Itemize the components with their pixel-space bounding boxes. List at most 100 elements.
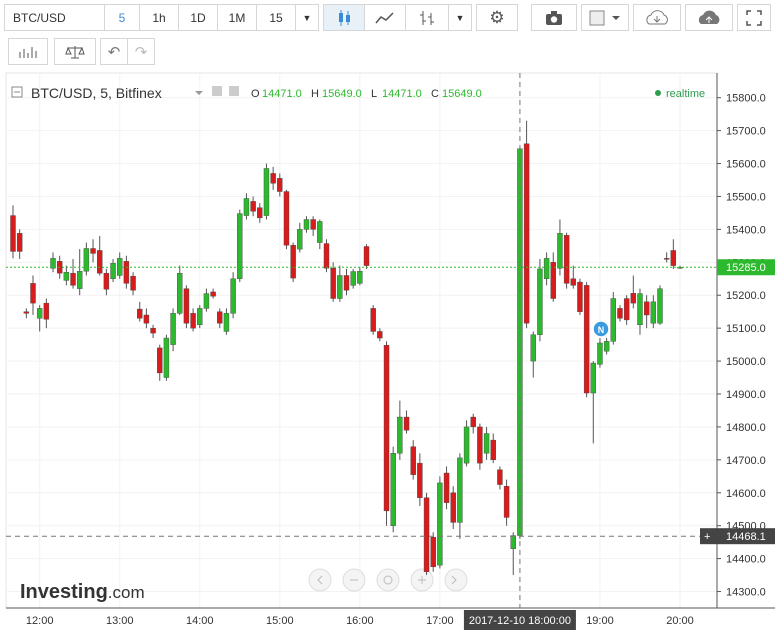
candle-body [83, 248, 90, 272]
candle-body [597, 342, 603, 365]
candle-body [197, 308, 203, 326]
icon [420, 10, 434, 25]
icon [65, 45, 85, 58]
candle-body [110, 263, 116, 279]
settings-button[interactable]: ⚙ [476, 4, 518, 31]
y-tick-label: 15400.0 [726, 224, 766, 236]
scroll-left-button[interactable] [308, 568, 332, 592]
eye-icon[interactable] [212, 86, 222, 96]
legend-label: O [251, 88, 260, 100]
dropdown-button[interactable]: ▼ [448, 4, 472, 31]
candle-body [390, 453, 396, 526]
candle-body [483, 433, 490, 454]
legend-label: L [371, 88, 377, 100]
save-button[interactable] [685, 4, 733, 31]
news-marker[interactable] [592, 320, 610, 338]
candle-body [583, 285, 590, 394]
candle-body [323, 243, 330, 269]
crosshair-plus: + [704, 531, 710, 543]
candle-body [290, 244, 296, 279]
x-tick-label: 14:00 [186, 615, 214, 627]
icon [589, 10, 620, 25]
reset-button[interactable] [376, 568, 400, 592]
candle-body [450, 492, 456, 523]
interval-button[interactable]: 1M [217, 4, 257, 31]
candle-body [623, 298, 630, 321]
legend-label: C [431, 88, 439, 100]
candle-body [590, 362, 596, 394]
watermark-brand-text: Investing [20, 581, 108, 603]
icon [746, 9, 762, 26]
toolbar: BTC/USD 5 1h 1D 1M 15 ▼ ▼ ⚙ ↶ ↷ [0, 0, 775, 72]
candle-body [217, 311, 223, 324]
candle-body [403, 416, 410, 431]
candle-body [283, 191, 290, 246]
y-tick-label: 15500.0 [726, 191, 766, 203]
candle-body [423, 497, 430, 572]
candle-body [550, 262, 556, 299]
candle-body [383, 345, 390, 512]
candle-body [603, 341, 610, 352]
y-tick-label: 14900.0 [726, 389, 766, 401]
candle-body [70, 272, 76, 286]
undo-button[interactable]: ↶ [100, 38, 128, 65]
candle-body [657, 288, 663, 324]
candle-body [230, 278, 236, 314]
settings-icon[interactable] [229, 86, 239, 96]
candle-body [150, 327, 156, 334]
dropdown-button[interactable]: ▼ [295, 4, 319, 31]
compare-button[interactable] [54, 38, 96, 65]
candle-body [203, 293, 210, 309]
symbol-input[interactable]: BTC/USD [4, 4, 105, 31]
candle-body [463, 426, 470, 464]
load-button[interactable] [633, 4, 681, 31]
candle-body [497, 469, 503, 485]
nav-icons [418, 576, 426, 584]
ohlc-legend: O 14471.0 H 15649.0 L 14471.0 C 15649.0 [251, 88, 482, 100]
fullscreen-button[interactable] [737, 4, 771, 31]
candle-body [523, 143, 530, 324]
candle-body [137, 308, 143, 319]
indicators-button[interactable] [8, 38, 48, 65]
nav-icons [317, 575, 457, 585]
y-tick-label: 15200.0 [726, 290, 766, 302]
y-tick-label: 15000.0 [726, 356, 766, 368]
candle-body [357, 270, 363, 284]
line-style-button[interactable] [364, 4, 406, 31]
candle-body [650, 301, 657, 324]
status-dot [655, 90, 661, 96]
color-button[interactable] [581, 4, 629, 31]
candle-body [343, 275, 350, 291]
candle-body [30, 283, 36, 304]
candle-body [90, 248, 96, 254]
x-tick-label: 15:00 [266, 615, 294, 627]
redo-button[interactable]: ↷ [127, 38, 155, 65]
candle-body [397, 416, 403, 454]
candle-body [643, 301, 650, 316]
plot-area [5, 72, 718, 609]
candle-body [637, 293, 643, 326]
interval-button[interactable]: 15 [256, 4, 296, 31]
legend-value: 14471.0 [382, 88, 422, 100]
price-axis [717, 73, 775, 608]
candle-body [36, 308, 43, 319]
x-tick-label: 19:00 [586, 615, 614, 627]
x-tick-label: 16:00 [346, 615, 374, 627]
candle-body [76, 270, 83, 289]
interval-button[interactable]: 1h [139, 4, 179, 31]
candle-body [563, 235, 570, 284]
crosshair-y-box [700, 528, 775, 545]
navigation [308, 568, 468, 592]
icon [375, 11, 394, 23]
snapshot-button[interactable] [531, 4, 577, 31]
candle-body [237, 213, 243, 279]
collapse-icon[interactable] [11, 86, 23, 98]
candle-body [537, 268, 543, 335]
candle-body [170, 313, 176, 345]
icon [698, 10, 720, 24]
title-dropdown[interactable] [195, 91, 203, 95]
last-price-box [717, 259, 775, 276]
candle-body [263, 168, 270, 216]
candle-body [543, 258, 550, 279]
